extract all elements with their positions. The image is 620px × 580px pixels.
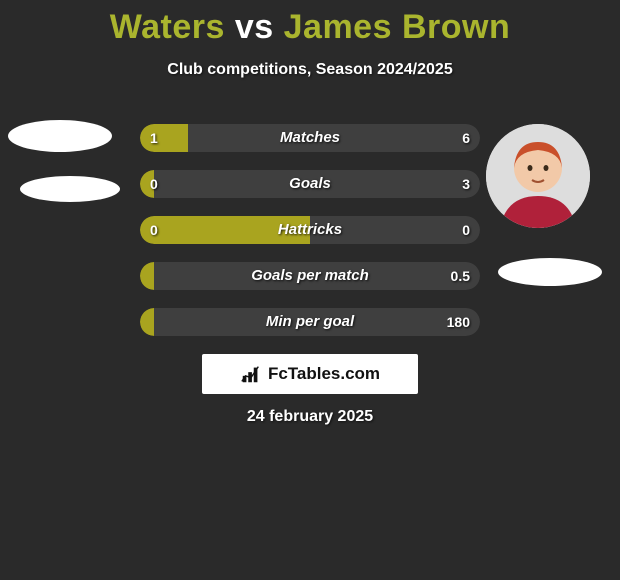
stat-row: Hattricks00	[140, 216, 480, 244]
subtitle: Club competitions, Season 2024/2025	[0, 61, 620, 79]
stat-bar-left	[140, 216, 310, 244]
bar-chart-icon	[240, 363, 262, 385]
stat-bar-left	[140, 170, 154, 198]
stat-row: Min per goal180	[140, 308, 480, 336]
stat-bar-left	[140, 308, 154, 336]
stat-bar-left	[140, 262, 154, 290]
stat-row: Goals03	[140, 170, 480, 198]
stat-row: Matches16	[140, 124, 480, 152]
avatar-left-placeholder-2	[20, 176, 120, 202]
stat-bars: Matches16 Goals03 Hattricks00 Goals per mat…	[140, 124, 480, 354]
avatar-right-image	[486, 124, 590, 228]
stat-row: Goals per match0.5	[140, 262, 480, 290]
title-player2: James Brown	[284, 8, 511, 46]
title-player1: Waters	[110, 8, 225, 46]
stat-bar-right	[154, 262, 480, 290]
attribution-logo: FcTables.com	[202, 354, 418, 394]
attribution-text: FcTables.com	[268, 364, 380, 384]
stat-bar-left	[140, 124, 188, 152]
comparison-title: Waters vs James Brown	[0, 0, 620, 47]
avatar-right-shadow	[498, 258, 602, 286]
stat-bar-right	[154, 170, 480, 198]
avatar-left-placeholder	[8, 120, 112, 152]
title-vs: vs	[235, 8, 274, 46]
stat-bar-right	[154, 308, 480, 336]
avatar-right	[486, 124, 590, 228]
stat-bar-right	[310, 216, 480, 244]
stat-bar-right	[188, 124, 480, 152]
date-line: 24 february 2025	[0, 408, 620, 426]
